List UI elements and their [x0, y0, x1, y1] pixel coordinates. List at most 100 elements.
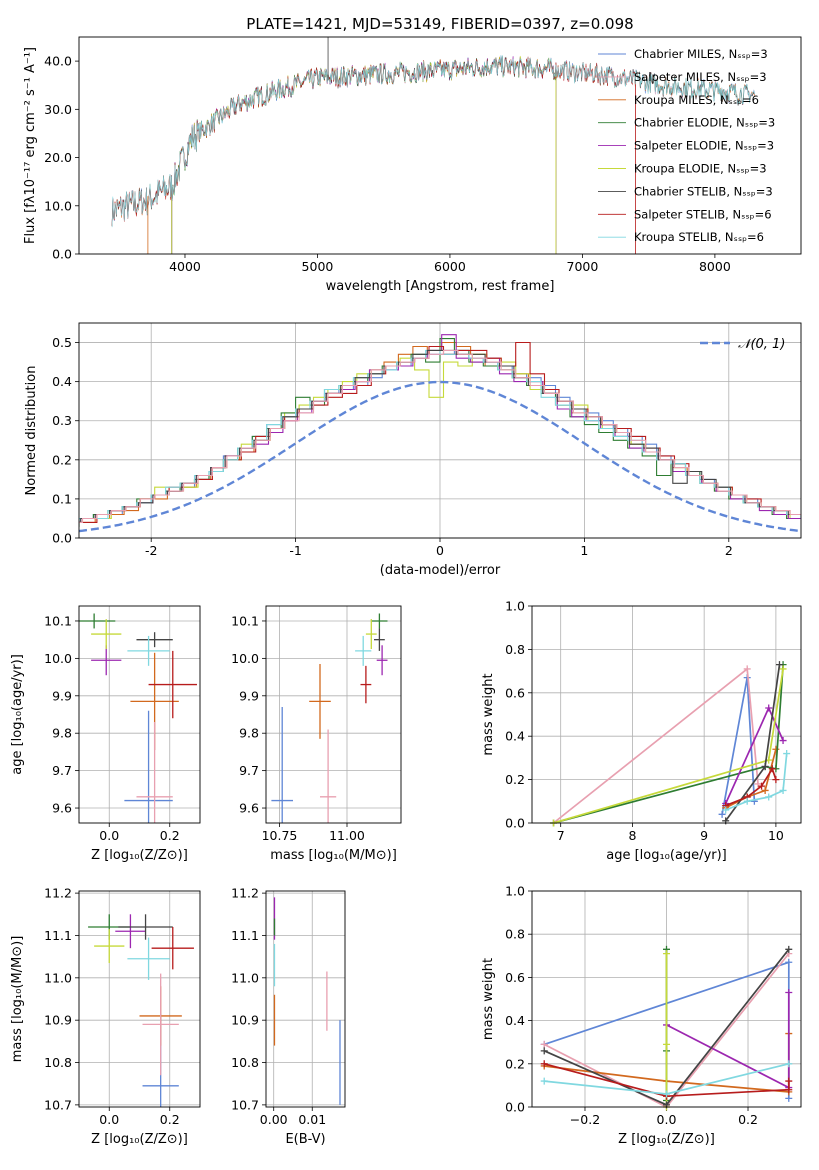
x-tick-label: 11.00 [329, 828, 365, 843]
y-tick-label: 0.4 [505, 729, 525, 744]
x-tick-label: 7000 [567, 259, 599, 274]
data-point [127, 937, 170, 980]
legend-label: Salpeter STELIB, Nₛₛₚ=6 [634, 207, 772, 221]
axes-z_vs_mass: 0.0 0.2 10.7 10.8 10.9 11.0 11.1 11.2 Z [log₁₀(Z… [10, 886, 200, 1147]
y-tick-label: 11.0 [231, 970, 259, 985]
y-tick-label: 0.8 [505, 642, 525, 657]
weight-marker [540, 1077, 548, 1085]
data-point [94, 929, 125, 963]
weight-marker [775, 661, 783, 669]
weight-line [540, 1060, 793, 1098]
spectrum-series [171, 55, 556, 201]
weight-marker [663, 1090, 670, 1098]
weight-marker [785, 1077, 793, 1085]
histogram-series [79, 349, 801, 523]
errorbar-points [271, 613, 388, 823]
spectrum-series [111, 57, 636, 227]
y-tick-label: 9.8 [52, 726, 72, 741]
spectrum-series [111, 55, 755, 228]
legend-label: Salpeter ELODIE, Nₛₛₚ=3 [634, 139, 774, 153]
weight-marker [785, 989, 793, 997]
weight-marker [750, 797, 758, 805]
x-tick-label: 8000 [699, 259, 731, 274]
x-axis-label: Z [log₁₀(Z/Z⊙)] [91, 1132, 188, 1147]
data-point [320, 729, 337, 823]
y-tick-label: 0.8 [505, 927, 525, 942]
axes-spectrum: 4000 5000 6000 7000 8000 0.0 10.0 20.0 30.0 40.0 w… [23, 47, 731, 294]
y-tick-label: 9.8 [239, 726, 259, 741]
weight-line [550, 665, 762, 827]
data-point [91, 645, 122, 676]
x-axis-label: wavelength [Angstrom, rest frame] [326, 279, 555, 294]
frame-z_vs_age [78, 605, 201, 824]
data-point [127, 635, 170, 666]
x-tick-label: 0.2 [738, 1112, 758, 1127]
weight-series [540, 945, 793, 1111]
x-tick-label: 7 [557, 828, 565, 843]
frame-ebv_vs_mass [265, 890, 346, 1108]
weight-line [663, 989, 793, 1092]
weight-marker [663, 950, 670, 958]
data-point [115, 914, 146, 949]
residual-frame [78, 322, 802, 539]
x-tick-label: 1 [580, 543, 588, 558]
legend-label: Chabrier ELODIE, Nₛₛₚ=3 [634, 116, 775, 130]
y-tick-label: 10.8 [44, 1055, 72, 1070]
x-tick-label: −0.2 [570, 1112, 600, 1127]
x-tick-label: 6000 [434, 259, 466, 274]
weight-marker [785, 1086, 793, 1094]
y-tick-label: 0.6 [505, 685, 525, 700]
y-tick-label: 10.9 [44, 1013, 72, 1028]
y-tick-label: 9.6 [52, 801, 72, 816]
histogram-series [79, 349, 801, 523]
y-tick-label: 10.7 [44, 1097, 72, 1112]
frame-z_vs_weight [531, 890, 802, 1108]
spectrum-frame [78, 36, 802, 255]
y-tick-label: 0.3 [52, 413, 72, 428]
x-tick-label: 0.0 [99, 828, 119, 843]
data-point [124, 710, 173, 823]
weight-marker [772, 776, 780, 784]
weight-marker [758, 782, 766, 790]
histograms [79, 334, 801, 533]
weight-line [663, 950, 670, 1111]
weight-marker [540, 1047, 548, 1055]
weight-line [540, 945, 793, 1109]
weight-marker [722, 806, 730, 814]
y-tick-label: 11.2 [231, 886, 259, 901]
x-tick-label: 0.2 [160, 1112, 180, 1127]
x-tick-label: 10.75 [262, 828, 298, 843]
y-tick-label: 10.0 [44, 198, 72, 213]
errorbar-points [79, 613, 197, 823]
y-axis-label: mass weight [481, 958, 496, 1040]
y-tick-label: 0.0 [52, 247, 72, 262]
x-tick-label: 5000 [302, 259, 334, 274]
y-tick-label: 0.0 [505, 1100, 525, 1115]
data-point [79, 613, 116, 629]
weight-marker [765, 793, 773, 801]
x-tick-label: 0.0 [657, 1112, 677, 1127]
x-tick-label: 0.01 [298, 1112, 326, 1127]
histogram-series [79, 349, 801, 523]
y-tick-label: 40.0 [44, 54, 72, 69]
y-tick-label: 0.4 [505, 1013, 525, 1028]
spectrum-series [171, 56, 556, 200]
weight-line [722, 745, 780, 812]
x-axis-label: E(B-V) [285, 1132, 325, 1147]
y-tick-label: 0.4 [52, 374, 72, 389]
weight-marker [765, 704, 773, 712]
y-tick-label: 0.1 [52, 491, 72, 506]
weight-path [553, 664, 784, 824]
legend: Chabrier MILES, Nₛₛₚ=3 Salpeter MILES, Nₛ… [598, 47, 775, 244]
spectrum-series [171, 55, 556, 200]
histogram-series [79, 349, 801, 523]
weight-marker [754, 780, 762, 788]
y-tick-label: 11.0 [44, 970, 72, 985]
data-point [151, 927, 194, 970]
weight-marker [768, 765, 776, 773]
weight-marker [718, 810, 726, 818]
weight-marker [785, 945, 793, 953]
y-tick-label: 20.0 [44, 150, 72, 165]
weight-line [722, 765, 780, 810]
